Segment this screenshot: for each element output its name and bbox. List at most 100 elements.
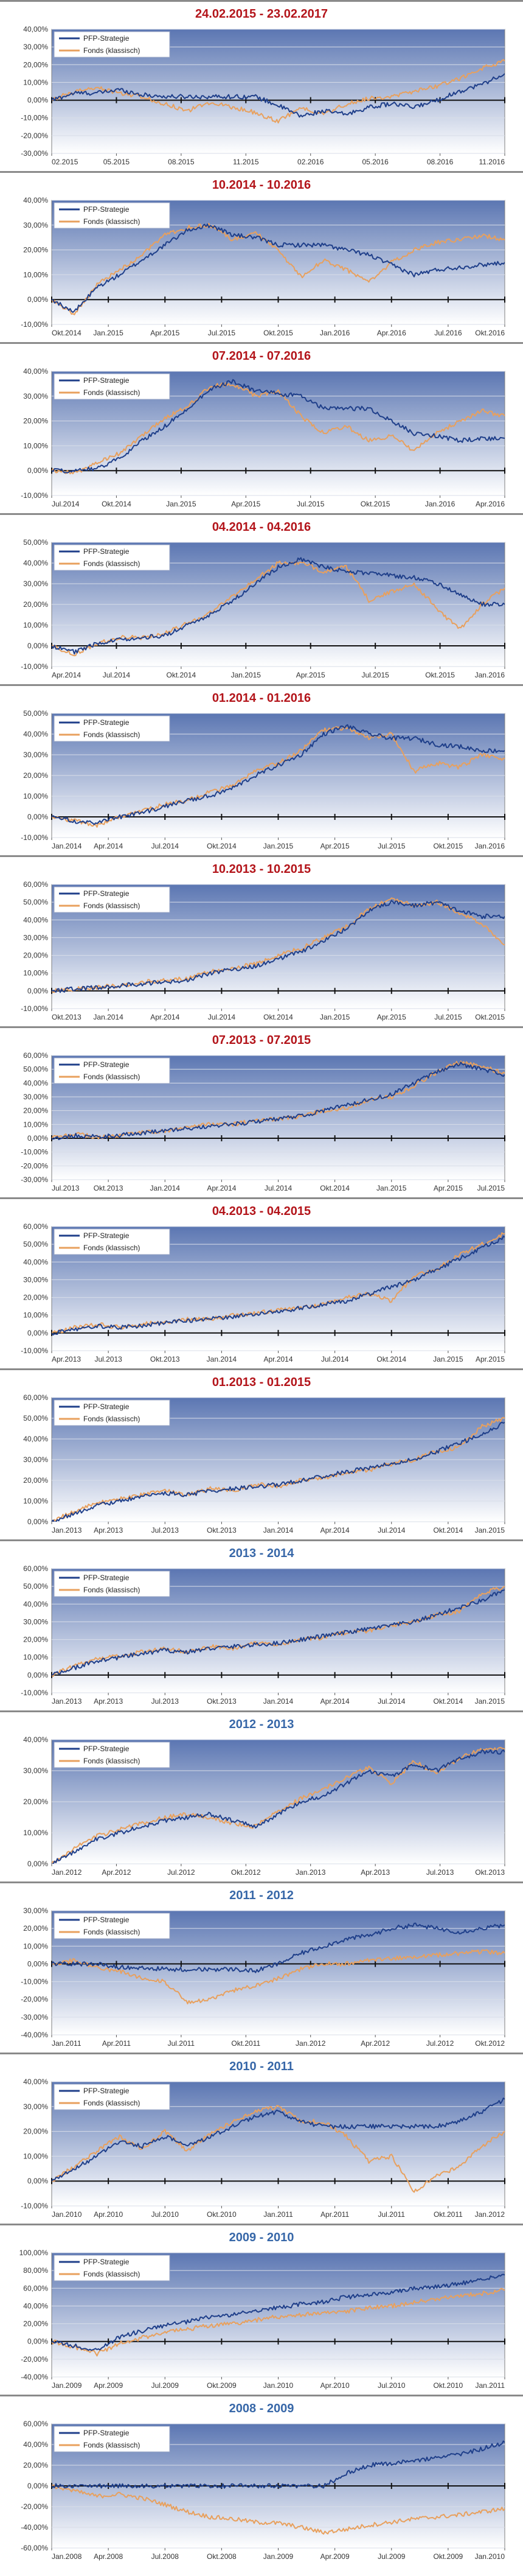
legend: PFP-Strategie Fonds (klassisch): [54, 31, 170, 58]
legend-label-strategy: PFP-Strategie: [83, 205, 130, 214]
x-tick-label: Okt.2013: [475, 1868, 505, 1877]
series-line-strategy: [52, 557, 505, 655]
y-tick-label: 20,00%: [23, 1636, 48, 1644]
x-tick-label: 11.2016: [479, 158, 505, 166]
y-tick-label: 0,00%: [27, 295, 48, 304]
x-tick-label: Okt.2014: [52, 329, 81, 337]
x-tick-label: Apr.2011: [320, 2210, 349, 2219]
line-chart: -30,00% -20,00% -10,00% 0,00% 10,00% 20,00% 30…: [21, 1051, 505, 1192]
x-tick-label: Apr.2008: [94, 2552, 123, 2561]
legend-label-strategy: PFP-Strategie: [83, 1573, 130, 1582]
panel-divider: [0, 2053, 523, 2054]
y-tick-label: 0,00%: [27, 1959, 48, 1968]
y-tick-label: -20,00%: [21, 131, 48, 140]
legend-box: [54, 2255, 170, 2281]
y-tick-label: -10,00%: [21, 320, 48, 329]
line-chart: -10,00% 0,00% 10,00% 20,00% 30,00% 40,00% 50,0…: [21, 1222, 505, 1363]
line-chart: -40,00% -20,00% 0,00% 20,00% 40,00% 60,00% 80,…: [19, 2249, 505, 2390]
y-tick-label: 60,00%: [23, 2420, 48, 2428]
x-tick-label: Jul.2013: [151, 1526, 179, 1535]
y-tick-label: 20,00%: [23, 1924, 48, 1933]
legend-label-fund: Fonds (klassisch): [83, 1757, 140, 1765]
y-tick-label: 30,00%: [23, 933, 48, 942]
x-tick-label: Okt.2015: [263, 329, 293, 337]
chart-panel: 01.2014 - 01.2016 -10,00% 0,00% 10,00% 20,00…: [0, 684, 523, 855]
chart-panel: 2012 - 2013 0,00% 10,00% 20,00% 30,00% 40,00%…: [0, 1710, 523, 1881]
legend-label-fund: Fonds (klassisch): [83, 388, 140, 397]
chart-panel: 10.2014 - 10.2016 -10,00% 0,00% 10,00% 20,00…: [0, 171, 523, 342]
x-tick-label: Jan.2015: [93, 329, 123, 337]
x-tick-label: Jan.2013: [52, 1526, 82, 1535]
y-tick-label: 20,00%: [23, 1797, 48, 1806]
x-tick-label: Apr.2009: [94, 2381, 123, 2390]
x-tick-label: Okt.2011: [231, 2039, 260, 2048]
series-line-fund: [52, 1949, 505, 2004]
panel-divider: [0, 0, 523, 2]
series-line-fund: [52, 382, 505, 475]
x-tick-label: Apr.2013: [52, 1355, 81, 1363]
y-tick-label: -10,00%: [21, 114, 48, 122]
legend-label-strategy: PFP-Strategie: [83, 547, 130, 556]
y-tick-label: 50,00%: [23, 1414, 48, 1423]
y-tick-label: 20,00%: [23, 2127, 48, 2136]
x-tick-label: Okt.2011: [434, 2210, 463, 2219]
series-line-strategy: [52, 1749, 505, 1864]
x-tick-label: Jan.2011: [476, 2381, 505, 2390]
legend-label-fund: Fonds (klassisch): [83, 2099, 140, 2107]
x-tick-label: Apr.2010: [94, 2210, 123, 2219]
y-tick-label: 30,00%: [23, 1093, 48, 1101]
legend-label-strategy: PFP-Strategie: [83, 1745, 130, 1753]
x-tick-label: Okt.2014: [376, 1355, 406, 1363]
x-tick-label: Okt.2013: [94, 1184, 123, 1192]
x-tick-label: Okt.2013: [150, 1355, 180, 1363]
chart-title: 01.2013 - 01.2015: [212, 1376, 311, 1389]
y-tick-label: 30,00%: [23, 751, 48, 759]
x-tick-label: 08.2016: [427, 158, 454, 166]
y-tick-label: 10,00%: [23, 621, 48, 629]
x-tick-label: Jul.2013: [94, 1355, 122, 1363]
x-tick-label: Jul.2014: [103, 671, 131, 679]
legend-label-fund: Fonds (klassisch): [83, 1586, 140, 1594]
panel-divider: [0, 1539, 523, 1541]
y-tick-label: 10,00%: [23, 1311, 48, 1320]
x-tick-label: Jul.2015: [378, 842, 406, 850]
y-tick-label: 10,00%: [23, 1120, 48, 1129]
x-tick-label: Jan.2014: [150, 1184, 181, 1192]
y-tick-label: 80,00%: [23, 2266, 48, 2275]
x-tick-label: Jan.2012: [296, 2039, 326, 2048]
x-tick-label: Jul.2010: [151, 2210, 179, 2219]
legend: PFP-Strategie Fonds (klassisch): [54, 1228, 170, 1255]
x-tick-label: Jan.2015: [475, 1526, 505, 1535]
chart-title: 2010 - 2011: [229, 2060, 294, 2073]
y-tick-label: 60,00%: [23, 1222, 48, 1231]
x-tick-label: Jan.2010: [475, 2552, 505, 2561]
y-tick-label: 0,00%: [27, 2482, 48, 2490]
legend: PFP-Strategie Fonds (klassisch): [54, 1570, 170, 1597]
series-line-strategy: [52, 724, 505, 825]
legend-box: [54, 544, 170, 571]
x-tick-label: Jan.2009: [263, 2552, 294, 2561]
line-chart: -30,00% -20,00% -10,00% 0,00% 10,00% 20,00% 30…: [21, 25, 505, 166]
series-line-fund: [52, 560, 505, 657]
x-tick-label: Jul.2014: [265, 1184, 293, 1192]
legend-box: [54, 1913, 170, 1939]
y-tick-label: -30,00%: [21, 149, 48, 158]
x-tick-label: Apr.2009: [320, 2552, 350, 2561]
legend-box: [54, 1228, 170, 1255]
panel-divider: [0, 1026, 523, 1028]
x-tick-label: Jul.2014: [208, 1013, 236, 1021]
chart-panel: 2009 - 2010 -40,00% -20,00% 0,00% 20,00% 40,0…: [0, 2224, 523, 2395]
y-tick-label: 20,00%: [23, 1293, 48, 1302]
x-tick-label: Okt.2013: [207, 1526, 237, 1535]
series-line-fund: [52, 58, 505, 124]
y-tick-label: -10,00%: [21, 833, 48, 842]
x-tick-label: Jan.2012: [475, 2210, 505, 2219]
y-tick-label: 30,00%: [23, 1766, 48, 1775]
x-tick-label: Jul.2014: [151, 842, 179, 850]
y-tick-label: 60,00%: [23, 1051, 48, 1060]
y-tick-label: 50,00%: [23, 538, 48, 547]
legend: PFP-Strategie Fonds (klassisch): [54, 1741, 170, 1768]
y-tick-label: 40,00%: [23, 2077, 48, 2086]
x-tick-label: Jan.2015: [475, 1697, 505, 1706]
x-tick-label: Okt.2014: [434, 1697, 463, 1706]
